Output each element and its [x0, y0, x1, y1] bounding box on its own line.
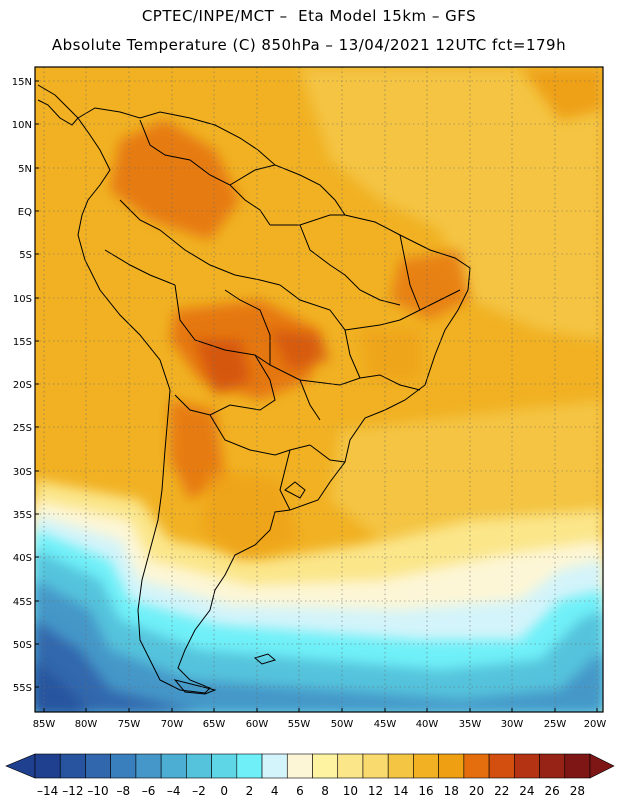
colorbar-swatch — [261, 753, 288, 779]
colorbar-swatch — [286, 753, 313, 779]
colorbar-label: –10 — [87, 784, 108, 798]
lon-label: 45W — [374, 719, 397, 730]
colorbar-swatch — [362, 753, 389, 779]
colorbar-swatch — [387, 753, 414, 779]
colorbar-label: 26 — [545, 784, 560, 798]
colorbar-label: –14 — [37, 784, 58, 798]
lon-label: 40W — [416, 719, 439, 730]
lat-label: 30S — [13, 467, 32, 478]
coastlines-and-borders — [37, 84, 471, 695]
colorbar-max-arrow — [589, 753, 615, 779]
colorbar-swatch — [413, 753, 439, 779]
south-america-coastline — [77, 107, 471, 694]
colorbar-label: 8 — [321, 784, 329, 798]
lat-label: 55S — [13, 683, 32, 694]
lat-label: 45S — [13, 597, 32, 608]
colorbar-label: –2 — [192, 784, 206, 798]
colorbar-swatch — [135, 753, 162, 779]
colorbar-swatch — [160, 753, 187, 779]
colorbar-label: 28 — [570, 784, 585, 798]
map-title-line-1: CPTEC/INPE/MCT – Eta Model 15km – GFS — [141, 7, 477, 25]
colorbar-label: –6 — [142, 784, 156, 798]
colorbar-min-arrow — [5, 753, 36, 779]
lat-label: 5S — [19, 250, 32, 261]
colorbar-label: –12 — [62, 784, 83, 798]
colorbar-swatch — [236, 753, 263, 779]
lat-label: 10S — [13, 294, 32, 305]
lat-label: 25S — [13, 423, 32, 434]
colorbar-label: 10 — [343, 784, 358, 798]
lat-label: 20S — [13, 380, 32, 391]
falklands — [253, 653, 277, 665]
lon-label: 25W — [544, 719, 567, 730]
colorbar-swatch — [438, 753, 465, 779]
colorbar-swatch — [564, 753, 591, 779]
lat-label: 35S — [13, 510, 32, 521]
lon-label: 65W — [203, 719, 226, 730]
latitude-labels: 15N 10N 5N EQ 5S 10S 15S 20S 25S 30S 35S… — [12, 77, 32, 694]
colorbar-label: 20 — [469, 784, 484, 798]
lat-label: 5N — [18, 164, 32, 175]
colorbar-label: 2 — [246, 784, 254, 798]
colorbar-swatches — [5, 753, 615, 779]
colorbar-label: 24 — [519, 784, 534, 798]
lat-label: 50S — [13, 640, 32, 651]
lat-label: 40S — [13, 553, 32, 564]
lat-label: EQ — [18, 207, 32, 218]
colorbar-swatch — [110, 753, 137, 779]
colorbar-swatch — [211, 753, 238, 779]
colorbar-label: 16 — [418, 784, 433, 798]
lon-label: 55W — [288, 719, 311, 730]
colorbar-swatch — [463, 753, 490, 779]
colorbar-swatch — [85, 753, 111, 779]
map-graticule — [35, 67, 603, 712]
tierra-del-fuego — [173, 679, 217, 695]
colorbar-swatch — [488, 753, 515, 779]
lon-label: 85W — [33, 719, 56, 730]
longitude-labels: 85W 80W 75W 70W 65W 60W 55W 50W 45W 40W … — [33, 719, 607, 730]
colorbar-label: 14 — [393, 784, 408, 798]
colorbar-swatch — [514, 753, 540, 779]
colorbar-swatch — [34, 753, 61, 779]
axis-ticks — [35, 80, 598, 712]
colorbar-labels: –14 –12 –10 –8 –6 –4 –2 0 2 4 6 8 10 12 14 16 18 20 22 24 26… — [37, 784, 585, 798]
temperature-field — [35, 67, 603, 712]
colorbar-label: 0 — [220, 784, 228, 798]
lat-label: 10N — [12, 120, 32, 131]
colorbar-swatch — [59, 753, 86, 779]
lon-label: 60W — [246, 719, 269, 730]
colorbar-label: –8 — [116, 784, 130, 798]
lon-label: 35W — [459, 719, 482, 730]
rio-de-la-plata — [284, 481, 306, 499]
map-title-line-2: Absolute Temperature (C) 850hPa – 13/04/… — [51, 36, 567, 54]
lon-label: 50W — [331, 719, 354, 730]
central-america-coastline — [37, 84, 79, 126]
lat-label: 15N — [12, 77, 32, 88]
colorbar-swatch — [312, 753, 339, 779]
lon-label: 80W — [75, 719, 98, 730]
lon-label: 20W — [584, 719, 607, 730]
lon-label: 30W — [501, 719, 524, 730]
colorbar-label: 4 — [271, 784, 279, 798]
colorbar-swatch — [186, 753, 212, 779]
map-frame — [34, 66, 604, 713]
lon-label: 70W — [161, 719, 184, 730]
colorbar-swatch — [539, 753, 566, 779]
colorbar-label: 18 — [444, 784, 459, 798]
colorbar-label: 6 — [296, 784, 304, 798]
colorbar-swatch — [337, 753, 364, 779]
colorbar-label: 12 — [368, 784, 383, 798]
colorbar-label: –4 — [167, 784, 181, 798]
colorbar-label: 22 — [494, 784, 509, 798]
lat-label: 15S — [13, 337, 32, 348]
lon-label: 75W — [118, 719, 141, 730]
